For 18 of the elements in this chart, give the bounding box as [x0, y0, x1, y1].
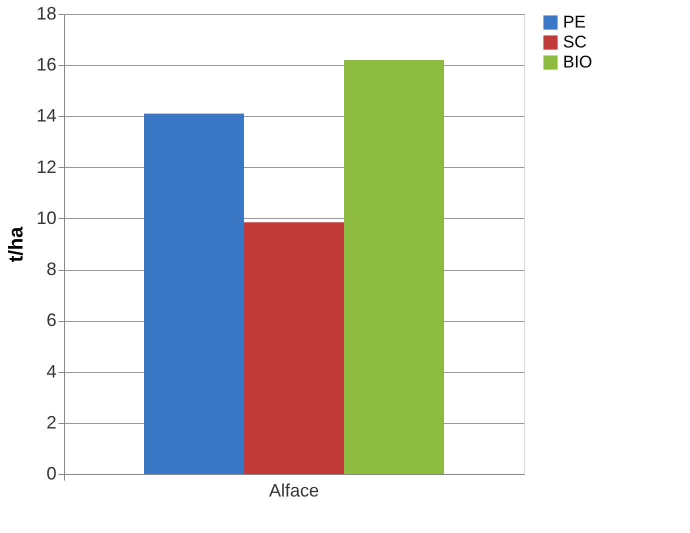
legend-label: BIO	[563, 52, 592, 72]
legend-label: PE	[563, 12, 586, 32]
y-tick-label: 0	[46, 464, 56, 484]
y-tick-label: 10	[36, 208, 56, 228]
bar	[144, 114, 244, 474]
bar	[244, 222, 344, 474]
y-tick-label: 6	[46, 310, 56, 330]
legend-label: SC	[563, 32, 587, 52]
y-tick-label: 2	[46, 412, 56, 432]
y-tick-label: 14	[36, 106, 56, 126]
y-tick-label: 18	[36, 4, 56, 24]
bar	[344, 60, 444, 474]
y-tick-label: 4	[46, 361, 56, 382]
y-axis-title: t/ha	[5, 226, 28, 262]
y-tick-label: 16	[36, 54, 56, 75]
x-tick-label: Alface	[268, 480, 320, 500]
y-tick-label: 8	[46, 259, 56, 280]
y-tick-label: 12	[36, 156, 56, 177]
